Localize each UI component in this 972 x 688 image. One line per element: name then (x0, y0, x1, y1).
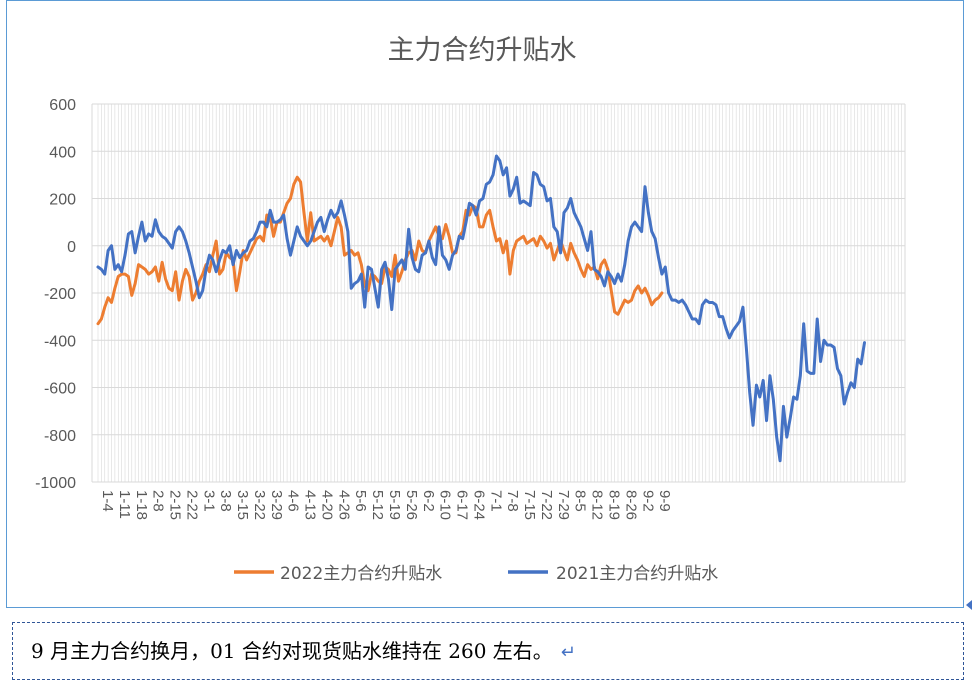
x-tick-label: 6-2 (420, 490, 437, 512)
x-tick-label: 2-22 (183, 490, 200, 520)
x-tick-label: 6-10 (437, 490, 454, 520)
x-tick-label: 5-12 (369, 490, 386, 520)
x-tick-label: 7-22 (538, 490, 555, 520)
legend-label: 2022主力合约升贴水 (280, 564, 442, 584)
x-tick-label: 7-1 (487, 490, 504, 512)
x-tick-label: 7-8 (504, 490, 521, 512)
y-axis-ticks: 600 400 200 0 -200 -400 -600 -800 -1000 (35, 97, 76, 492)
x-tick-label: 7-29 (555, 490, 572, 520)
chart-title: 主力合约升贴水 (387, 35, 577, 66)
x-tick-label: 5-26 (403, 490, 420, 520)
x-tick-label: 3-8 (217, 490, 234, 512)
y-tick-label: 400 (49, 144, 76, 161)
x-tick-label: 8-19 (605, 490, 622, 520)
x-tick-label: 6-17 (454, 490, 471, 520)
x-axis-ticks: 1-4 1-11 1-18 2-8 2-15 2-22 3-1 3-8 3-15 3-22 3-29… (99, 490, 673, 520)
y-tick-label: -200 (44, 286, 76, 303)
x-tick-label: 4-26 (335, 490, 352, 520)
x-tick-label: 8-5 (572, 490, 589, 512)
y-tick-label: -1000 (35, 475, 76, 492)
x-tick-label: 2-15 (167, 490, 184, 520)
chart-plot: 600 400 200 0 -200 -400 -600 -800 -1000 1-4 1-11 1… (35, 97, 906, 584)
x-tick-label: 9-2 (639, 490, 656, 512)
caption-sentence: 9 月主力合约换月，01 合约对现货贴水维持在 260 左右。 (31, 639, 553, 663)
x-tick-label: 3-29 (268, 490, 285, 520)
x-tick-label: 5-19 (386, 490, 403, 520)
x-tick-label: 5-6 (352, 490, 369, 512)
x-tick-label: 4-13 (302, 490, 319, 520)
resize-handle[interactable] (966, 600, 972, 610)
caption-text: 9 月主力合约换月，01 合约对现货贴水维持在 260 左右。 ↵ (31, 635, 576, 664)
series-lines (96, 154, 866, 463)
return-mark-icon: ↵ (560, 642, 576, 663)
series-line-2021 (96, 154, 866, 463)
y-tick-label: -400 (44, 333, 76, 350)
x-tick-label: 7-15 (521, 490, 538, 520)
y-tick-label: 600 (49, 97, 76, 114)
x-tick-label: 6-24 (470, 490, 487, 520)
y-tick-label: 0 (67, 239, 76, 256)
grid-lines (91, 103, 906, 483)
y-tick-label: -800 (44, 428, 76, 445)
x-tick-label: 1-4 (99, 490, 116, 512)
legend: 2022主力合约升贴水 2021主力合约升贴水 (234, 564, 718, 584)
legend-label: 2021主力合约升贴水 (556, 564, 718, 584)
x-tick-label: 4-20 (318, 490, 335, 520)
caption-box: 9 月主力合约换月，01 合约对现货贴水维持在 260 左右。 ↵ (12, 622, 964, 680)
x-tick-label: 1-11 (116, 490, 133, 519)
x-tick-label: 3-22 (251, 490, 268, 520)
x-tick-label: 3-1 (200, 490, 217, 512)
x-tick-label: 8-12 (589, 490, 606, 520)
x-tick-label: 1-18 (133, 490, 150, 520)
x-tick-label: 2-8 (150, 490, 167, 512)
x-tick-label: 8-26 (622, 490, 639, 520)
x-tick-label: 3-15 (234, 490, 251, 520)
y-tick-label: -600 (44, 381, 76, 398)
x-tick-label: 4-6 (285, 490, 302, 512)
y-tick-label: 200 (49, 192, 76, 209)
x-tick-label: 9-9 (656, 490, 673, 512)
